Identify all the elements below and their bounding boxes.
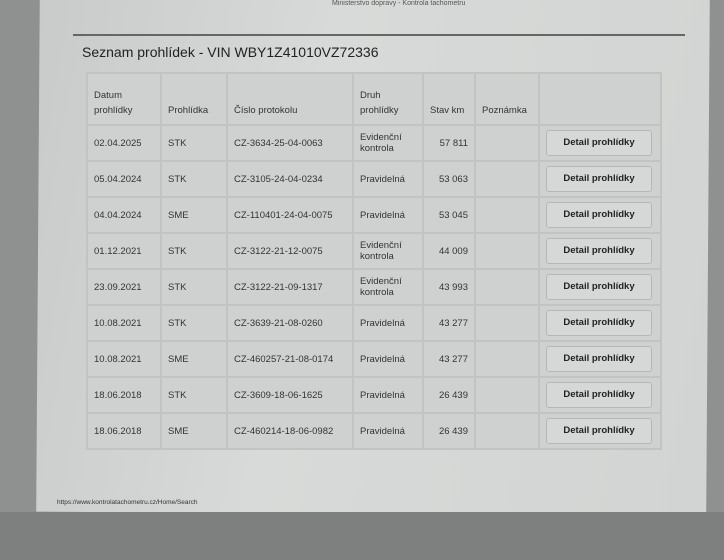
table-cell: STK (160, 232, 228, 270)
detail-button[interactable]: Detail prohlídky (546, 346, 652, 372)
action-cell: Detail prohlídky (538, 124, 662, 162)
table-cell: 01.12.2021 (86, 232, 162, 270)
table-row: 10.08.2021 SME CZ-460257-21-08-0174 Pravide… (86, 340, 662, 378)
table-cell: 53 063 (422, 160, 476, 198)
table-cell (474, 196, 540, 234)
table-row: 23.09.2021 STK CZ-3122-21-09-1317 Evidenční… (86, 268, 662, 306)
action-cell: Detail prohlídky (538, 160, 662, 198)
table-cell: CZ-110401-24-04-0075 (226, 196, 354, 234)
table-cell: CZ-3634-25-04-0063 (226, 124, 354, 162)
table-cell: 26 439 (422, 376, 476, 414)
table-cell (474, 124, 540, 162)
table-row: 01.12.2021 STK CZ-3122-21-12-0075 Evidenční… (86, 232, 662, 270)
table-cell: Pravidelná (352, 196, 424, 234)
table-cell: Evidenční kontrola (352, 268, 424, 306)
table-cell: 05.04.2024 (86, 160, 162, 198)
inspections-table: Datum prohlídky Prohlídka Číslo protokolu D… (86, 72, 662, 450)
table-cell: CZ-460214-18-06-0982 (226, 412, 354, 450)
table-cell: CZ-3122-21-12-0075 (226, 232, 354, 270)
table-cell (474, 412, 540, 450)
detail-button[interactable]: Detail prohlídky (546, 274, 652, 300)
table-cell: 43 277 (422, 340, 476, 378)
detail-button[interactable]: Detail prohlídky (546, 238, 652, 264)
table-row: 02.04.2025 STK CZ-3634-25-04-0063 Evidenční… (86, 124, 662, 162)
table-cell (474, 376, 540, 414)
table-row: 05.04.2024 STK CZ-3105-24-04-0234 Pravideln… (86, 160, 662, 198)
header-rule (73, 34, 685, 36)
table-cell: 18.06.2018 (86, 376, 162, 414)
table-cell: STK (160, 124, 228, 162)
table-cell (474, 268, 540, 306)
detail-button[interactable]: Detail prohlídky (546, 418, 652, 444)
table-cell (474, 304, 540, 342)
table-row: 10.08.2021 STK CZ-3639-21-08-0260 Pravideln… (86, 304, 662, 342)
detail-button[interactable]: Detail prohlídky (546, 166, 652, 192)
table-cell: Evidenční kontrola (352, 232, 424, 270)
page-header: Ministerstvo dopravy - Kontrola tachomet… (332, 0, 466, 7)
table-cell: STK (160, 304, 228, 342)
action-cell: Detail prohlídky (538, 376, 662, 414)
table-cell (474, 160, 540, 198)
table-row: 04.04.2024 SME CZ-110401-24-04-0075 Pravide… (86, 196, 662, 234)
table-cell: 43 993 (422, 268, 476, 306)
table-cell: Pravidelná (352, 304, 424, 342)
detail-button[interactable]: Detail prohlídky (546, 130, 652, 156)
table-cell: STK (160, 376, 228, 414)
table-cell: CZ-460257-21-08-0174 (226, 340, 354, 378)
table-cell: 57 811 (422, 124, 476, 162)
table-cell: CZ-3105-24-04-0234 (226, 160, 354, 198)
table-cell (474, 232, 540, 270)
column-header: Číslo protokolu (226, 72, 354, 126)
table-cell: Pravidelná (352, 412, 424, 450)
table-cell: Pravidelná (352, 160, 424, 198)
table-cell: 10.08.2021 (86, 304, 162, 342)
table-cell: SME (160, 196, 228, 234)
detail-button[interactable]: Detail prohlídky (546, 202, 652, 228)
table-row: 18.06.2018 SME CZ-460214-18-06-0982 Pravide… (86, 412, 662, 450)
action-cell: Detail prohlídky (538, 340, 662, 378)
table-cell: 23.09.2021 (86, 268, 162, 306)
footer-url: https://www.kontrolatachometru.cz/Home/S… (57, 499, 198, 506)
table-cell: 18.06.2018 (86, 412, 162, 450)
table-cell: 44 009 (422, 232, 476, 270)
background-surface (0, 512, 724, 560)
action-cell: Detail prohlídky (538, 268, 662, 306)
column-header: Poznámka (474, 72, 540, 126)
table-cell: 53 045 (422, 196, 476, 234)
column-header: Stav km (422, 72, 476, 126)
table-row: 18.06.2018 STK CZ-3609-18-06-1625 Pravideln… (86, 376, 662, 414)
table-cell: Pravidelná (352, 376, 424, 414)
action-cell: Detail prohlídky (538, 304, 662, 342)
column-header: Datum prohlídky (86, 72, 162, 126)
detail-button[interactable]: Detail prohlídky (546, 382, 652, 408)
table-cell: CZ-3639-21-08-0260 (226, 304, 354, 342)
table-cell: Pravidelná (352, 340, 424, 378)
table-cell: STK (160, 268, 228, 306)
action-cell: Detail prohlídky (538, 232, 662, 270)
column-header: Druh prohlídky (352, 72, 424, 126)
table-cell: 04.04.2024 (86, 196, 162, 234)
table-cell: 26 439 (422, 412, 476, 450)
table-cell: CZ-3609-18-06-1625 (226, 376, 354, 414)
table-cell: Evidenční kontrola (352, 124, 424, 162)
table-cell: 02.04.2025 (86, 124, 162, 162)
table-cell: SME (160, 340, 228, 378)
table-cell: CZ-3122-21-09-1317 (226, 268, 354, 306)
table-cell: SME (160, 412, 228, 450)
column-header: Prohlídka (160, 72, 228, 126)
table-cell: STK (160, 160, 228, 198)
table-cell (474, 340, 540, 378)
page-title: Seznam prohlídek - VIN WBY1Z41010VZ72336 (82, 44, 379, 60)
action-cell: Detail prohlídky (538, 412, 662, 450)
table-cell: 10.08.2021 (86, 340, 162, 378)
action-cell: Detail prohlídky (538, 196, 662, 234)
column-header (538, 72, 662, 126)
table-cell: 43 277 (422, 304, 476, 342)
detail-button[interactable]: Detail prohlídky (546, 310, 652, 336)
